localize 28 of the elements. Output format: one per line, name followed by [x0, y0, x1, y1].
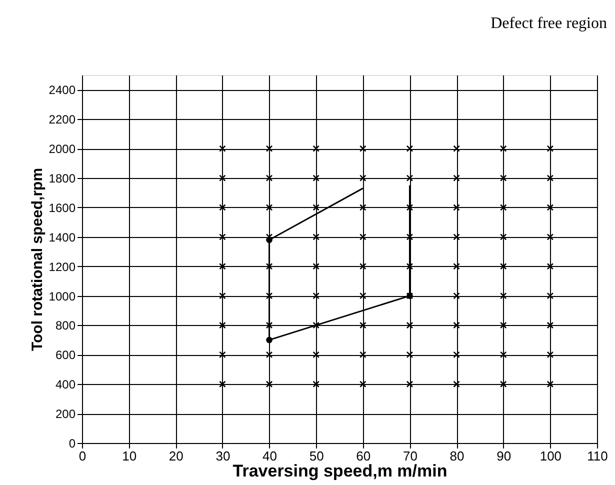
y-tick-label: 1200	[48, 260, 76, 274]
x-tick-label: 100	[540, 448, 562, 464]
y-tick-label: 2000	[48, 142, 76, 156]
x-tick-label: 90	[496, 448, 512, 464]
y-tick-label: 1600	[48, 200, 76, 215]
x-tick-label: 80	[450, 448, 464, 464]
x-tick-label: 30	[216, 448, 230, 464]
y-tick-label: 0	[68, 436, 76, 450]
x-tick-label: 40	[262, 448, 278, 464]
y-tick-label: 1400	[48, 230, 76, 244]
y-tick-label: 1800	[48, 172, 76, 186]
y-axis-title: Tool rotational speed,rpm	[28, 168, 46, 352]
y-tick-label: 2400	[48, 83, 76, 98]
x-tick-label: 50	[309, 448, 324, 464]
x-axis-title: Traversing speed,m m/min	[232, 462, 448, 480]
x-tick-label: 20	[168, 448, 184, 464]
y-tick-label: 200	[55, 407, 76, 422]
x-tick-label: 60	[356, 448, 371, 464]
x-tick-label: 70	[402, 448, 418, 464]
y-tick-label: 400	[55, 378, 76, 392]
y-tick-label: 2200	[48, 112, 76, 127]
y-tick-label: 600	[55, 348, 76, 362]
y-tick-label: 800	[55, 318, 76, 333]
x-tick-label: 10	[122, 448, 137, 464]
x-tick-label: 0	[78, 448, 86, 464]
y-tick-label: 1000	[48, 289, 76, 304]
x-tick-label: 110	[587, 448, 608, 464]
text: Defect free region	[490, 15, 607, 32]
